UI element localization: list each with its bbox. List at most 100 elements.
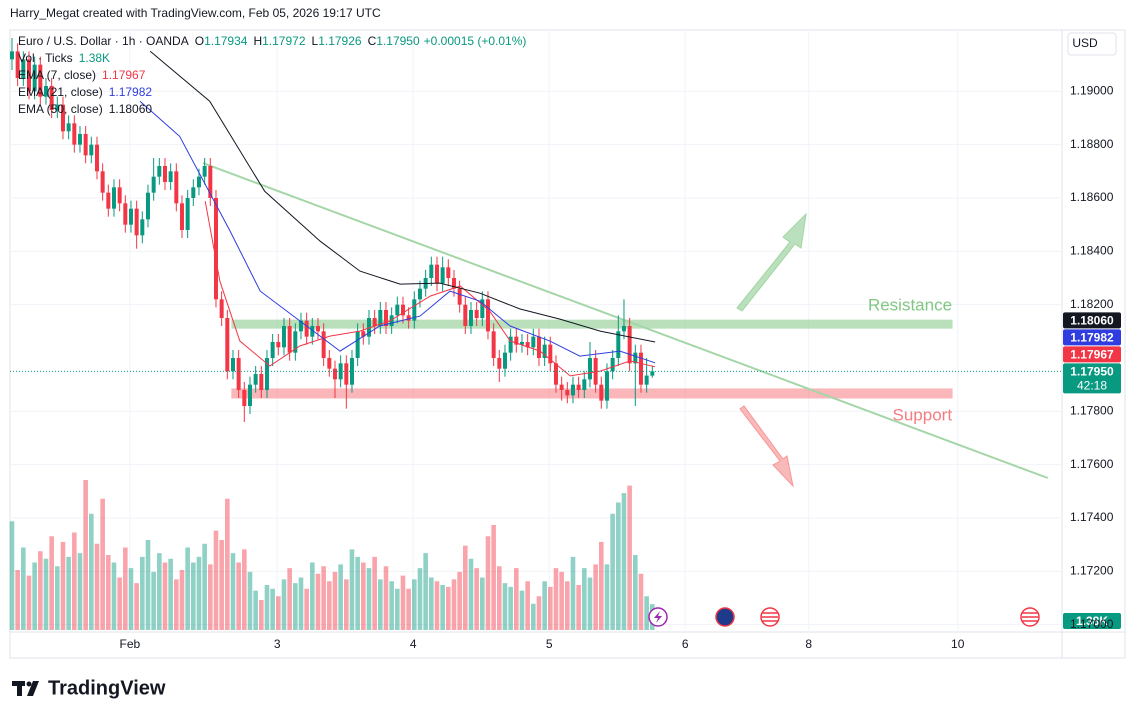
volume-bar <box>9 521 15 630</box>
candle-body <box>621 326 626 332</box>
candle-body <box>474 310 479 318</box>
event-icon[interactable] <box>715 607 735 627</box>
candle-body <box>174 171 179 204</box>
ema-tag-box <box>1063 346 1121 363</box>
volume-bar <box>247 571 253 630</box>
event-icon-bolt <box>654 611 662 623</box>
plot: Resistance Support <box>9 38 1062 479</box>
event-flag <box>762 612 778 622</box>
volume-bar <box>468 558 474 630</box>
candle-body <box>128 208 133 225</box>
volume-bar <box>361 562 366 630</box>
candle-body <box>451 278 456 289</box>
candle-body <box>185 198 190 230</box>
volume-bar <box>196 556 202 630</box>
volume-bar <box>168 558 173 630</box>
candle-body <box>446 267 451 278</box>
volume-bar <box>457 571 462 630</box>
volume-bar <box>542 581 547 630</box>
y-tick-label: 1.19000 <box>1070 84 1114 98</box>
candle-body <box>400 304 405 316</box>
volume-bar <box>446 586 451 630</box>
candle-body <box>565 390 570 396</box>
candle-body <box>553 363 558 385</box>
candle-body <box>60 104 65 132</box>
volume-bar <box>304 588 309 630</box>
candle-body <box>94 144 99 172</box>
candle-body <box>151 176 156 193</box>
candle-body <box>327 358 332 369</box>
candle-body <box>230 358 235 372</box>
candle-body <box>196 176 201 188</box>
x-tick-label: Feb <box>120 637 141 651</box>
volume-bar <box>43 558 49 630</box>
legend-ema: EMA (7, close) 1.17967 <box>18 68 146 82</box>
candle-body <box>587 358 592 380</box>
volume-bar <box>145 540 151 630</box>
last-price: 1.17950 <box>1070 365 1114 379</box>
volume-bar <box>474 568 479 630</box>
volume-bar <box>89 513 94 630</box>
legend-ohlc-label: O <box>195 34 204 48</box>
candle-body <box>366 318 371 337</box>
volume-bar <box>287 568 292 630</box>
candle-body <box>395 304 400 316</box>
legend-volume: Vol · Ticks 1.38K <box>18 51 110 65</box>
candle-body <box>43 86 48 97</box>
ema-tag-box <box>1063 329 1121 346</box>
candle-body <box>650 371 655 376</box>
volume-bar <box>236 562 241 630</box>
volume-bar <box>531 603 536 630</box>
candle-body <box>287 326 292 353</box>
volume-bar <box>162 562 168 630</box>
volume-bar <box>553 568 559 630</box>
volume-bar <box>276 596 281 630</box>
candle-body <box>542 344 547 358</box>
volume-bar <box>451 579 457 630</box>
candle-body <box>259 374 264 390</box>
candle-body <box>123 203 128 225</box>
volume-bar <box>423 553 428 630</box>
x-tick-label: 10 <box>951 637 965 651</box>
countdown: 42:18 <box>1077 379 1107 393</box>
volume-bar <box>94 543 100 630</box>
volume-bar <box>514 568 519 630</box>
ema-tag: 1.17967 <box>1070 348 1114 362</box>
volume-bar <box>111 562 117 630</box>
candle-body <box>315 326 320 332</box>
candle-body <box>77 134 82 145</box>
candle-body <box>106 192 111 209</box>
volume-bar <box>604 564 610 630</box>
candle-body <box>378 310 383 326</box>
volume-bar <box>253 590 258 630</box>
candle-body <box>559 384 564 390</box>
volume-bar <box>644 596 649 630</box>
volume-bar <box>491 525 496 630</box>
logo-part <box>27 681 39 696</box>
candle-body <box>208 166 213 198</box>
candle-body <box>576 384 581 390</box>
volume-bar <box>128 568 134 630</box>
volume-bar <box>270 588 275 630</box>
up-arrow <box>736 212 807 312</box>
header-text: Harry_Megat created with TradingView.com… <box>10 6 381 20</box>
volume-bar <box>32 562 37 630</box>
volume-bar <box>179 570 185 630</box>
candle-body <box>213 198 218 300</box>
down-arrow <box>739 405 794 488</box>
candle-body <box>247 384 252 406</box>
resistance-label: Resistance <box>868 296 952 315</box>
volume-bar <box>378 579 383 630</box>
candle-body <box>304 320 309 337</box>
candle-body <box>361 331 366 337</box>
brand-name: TradingView <box>48 677 166 699</box>
volume-bar <box>417 568 423 630</box>
volume-bar <box>134 583 139 630</box>
currency-box[interactable] <box>1067 32 1117 56</box>
volume-bar <box>610 513 615 630</box>
legend-volume-value: 1.38K <box>79 51 110 65</box>
candle-body <box>599 384 604 401</box>
y-tick-label: 1.18800 <box>1070 137 1114 151</box>
